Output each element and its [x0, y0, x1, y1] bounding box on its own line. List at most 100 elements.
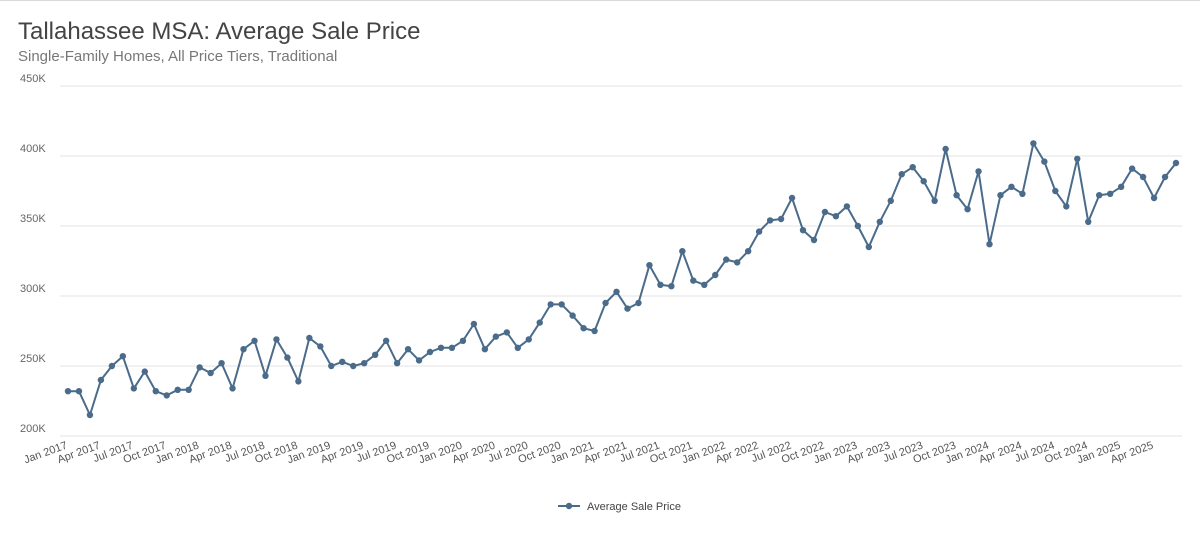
chart-subtitle: Single-Family Homes, All Price Tiers, Tr…	[18, 48, 338, 65]
data-point	[1085, 218, 1092, 225]
data-point	[975, 168, 982, 175]
data-point	[174, 386, 181, 393]
data-point	[1128, 165, 1136, 172]
data-point	[1030, 140, 1037, 147]
data-point	[295, 378, 302, 385]
data-point	[865, 243, 873, 251]
data-point	[415, 357, 423, 364]
data-point	[339, 358, 346, 365]
data-point	[382, 337, 390, 344]
data-point	[514, 344, 521, 351]
data-point	[141, 368, 148, 375]
data-point	[503, 329, 511, 336]
data-point	[130, 385, 138, 392]
data-point	[547, 301, 554, 308]
data-point	[744, 248, 752, 255]
data-point	[964, 206, 971, 213]
data-point	[821, 208, 829, 216]
data-point	[1052, 187, 1059, 195]
data-point	[207, 369, 214, 377]
data-point	[1172, 159, 1180, 167]
data-point	[854, 222, 862, 230]
data-point	[1106, 190, 1114, 197]
data-point	[404, 346, 412, 353]
data-point	[1161, 173, 1169, 181]
data-point	[1074, 155, 1081, 162]
data-point	[481, 346, 489, 353]
data-point	[810, 236, 818, 244]
data-point	[755, 228, 763, 235]
data-point	[393, 360, 401, 367]
data-point	[997, 192, 1004, 199]
data-point	[262, 372, 269, 379]
data-point	[1008, 183, 1015, 190]
data-point	[723, 256, 730, 263]
legend-marker	[565, 502, 573, 510]
data-point	[229, 385, 236, 392]
data-point	[766, 217, 774, 224]
data-point	[646, 262, 653, 269]
data-point	[986, 241, 993, 248]
data-point	[788, 194, 796, 202]
data-point	[350, 362, 357, 370]
data-point	[152, 388, 159, 395]
data-point	[240, 346, 247, 353]
data-point	[591, 327, 598, 335]
y-tick-label: 450K	[20, 73, 46, 85]
data-point	[898, 171, 905, 178]
data-point	[887, 197, 894, 204]
y-axis: 200K 250K 300K 350K 400K 450K	[20, 73, 46, 435]
data-point	[108, 362, 116, 370]
data-point	[635, 299, 642, 307]
data-point	[86, 411, 94, 419]
data-point	[185, 386, 192, 393]
data-point	[273, 336, 280, 343]
data-point	[328, 362, 335, 370]
data-point	[1139, 173, 1147, 181]
data-point	[64, 388, 72, 395]
data-point	[459, 337, 467, 344]
data-point	[832, 213, 840, 220]
data-point	[953, 192, 960, 199]
data-point	[437, 344, 445, 351]
data-point	[426, 348, 434, 356]
data-point	[536, 319, 543, 326]
data-point	[448, 344, 456, 351]
legend: Average Sale Price	[558, 501, 681, 513]
data-point	[360, 360, 368, 367]
data-point	[909, 164, 916, 171]
data-point	[525, 336, 532, 343]
data-point	[733, 259, 741, 266]
data-point	[1063, 203, 1070, 210]
data-point	[657, 281, 664, 288]
data-point	[602, 299, 609, 307]
data-point	[196, 364, 203, 371]
data-point	[470, 320, 478, 328]
data-point	[492, 333, 500, 340]
data-point	[777, 215, 785, 223]
data-point	[920, 178, 927, 185]
data-point	[624, 305, 631, 312]
top-border	[0, 0, 1200, 1]
data-point	[97, 376, 105, 384]
gridlines	[60, 85, 1182, 437]
data-point	[163, 392, 170, 399]
data-point	[876, 218, 884, 225]
data-point	[1041, 158, 1048, 165]
data-point	[942, 145, 949, 153]
data-point	[712, 271, 719, 279]
y-tick-label: 200K	[20, 423, 46, 435]
y-tick-label: 300K	[20, 283, 46, 295]
data-point	[799, 227, 807, 234]
data-point	[843, 203, 851, 210]
data-point	[1096, 192, 1103, 199]
data-point	[251, 337, 258, 344]
y-tick-label: 250K	[20, 353, 46, 365]
data-point	[306, 334, 313, 342]
data-point	[218, 360, 225, 367]
data-point	[580, 325, 587, 332]
y-tick-label: 350K	[20, 213, 46, 225]
data-point	[679, 248, 686, 255]
